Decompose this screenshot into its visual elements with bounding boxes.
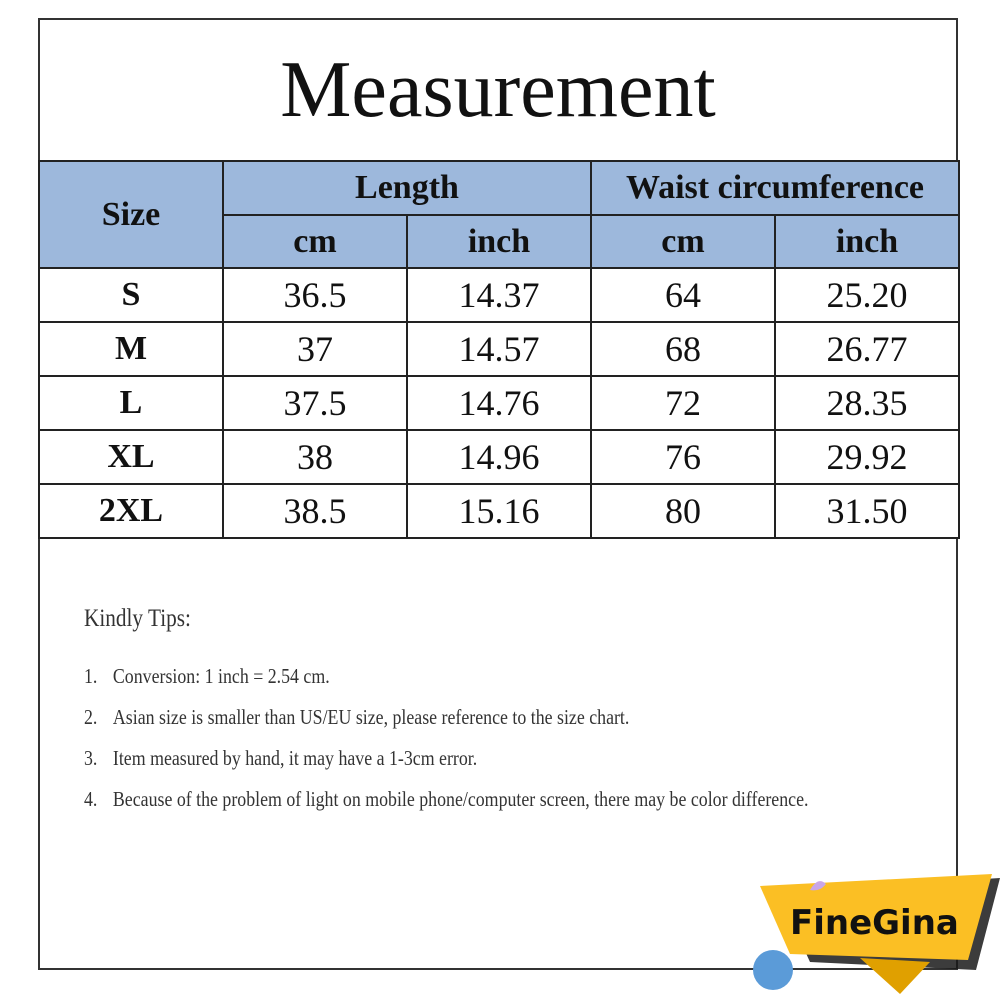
tip-text: Conversion: 1 inch = 2.54 cm. xyxy=(112,664,330,688)
tip-text: Asian size is smaller than US/EU size, p… xyxy=(112,705,630,729)
page-title: Measurement xyxy=(280,45,716,134)
unit-header: cm xyxy=(590,214,776,269)
waist-header: Waist circumference xyxy=(590,160,960,216)
value-cell: 29.92 xyxy=(774,429,960,485)
size-header: Size xyxy=(38,160,224,269)
tip-number: 1. xyxy=(84,664,98,688)
length-header: Length xyxy=(222,160,592,216)
value-cell: 15.16 xyxy=(406,483,592,539)
table-row: S 36.5 14.37 64 25.20 xyxy=(38,267,960,323)
tip-number: 2. xyxy=(84,705,98,729)
tip-item: 3. Item measured by hand, it may have a 1… xyxy=(84,745,849,772)
tip-item: 1. Conversion: 1 inch = 2.54 cm. xyxy=(84,663,849,690)
value-cell: 31.50 xyxy=(774,483,960,539)
tips-heading: Kindly Tips: xyxy=(84,605,191,632)
tip-number: 3. xyxy=(84,746,98,770)
value-cell: 14.96 xyxy=(406,429,592,485)
tip-item: 4. Because of the problem of light on mob… xyxy=(84,786,849,813)
value-cell: 37 xyxy=(222,321,408,377)
value-cell: 36.5 xyxy=(222,267,408,323)
tip-text: Because of the problem of light on mobil… xyxy=(112,787,809,811)
value-cell: 38.5 xyxy=(222,483,408,539)
value-cell: 25.20 xyxy=(774,267,960,323)
table-row: 2XL 38.5 15.16 80 31.50 xyxy=(38,483,960,539)
size-chart-frame: Measurement Size Length Waist circumfere… xyxy=(38,18,960,970)
finegina-logo: FineGina xyxy=(753,874,1000,994)
value-cell: 26.77 xyxy=(774,321,960,377)
value-cell: 72 xyxy=(590,375,776,431)
unit-header: inch xyxy=(406,214,592,269)
svg-text:FineGina: FineGina xyxy=(790,903,959,943)
value-cell: 14.37 xyxy=(406,267,592,323)
kindly-tips: Kindly Tips: 1. Conversion: 1 inch = 2.54… xyxy=(84,605,849,827)
size-cell: XL xyxy=(38,429,224,485)
size-cell: M xyxy=(38,321,224,377)
butterfly-icon xyxy=(810,881,826,891)
unit-header: cm xyxy=(222,214,408,269)
table-row: M 37 14.57 68 26.77 xyxy=(38,321,960,377)
value-cell: 68 xyxy=(590,321,776,377)
value-cell: 38 xyxy=(222,429,408,485)
tip-text: Item measured by hand, it may have a 1-3… xyxy=(112,746,478,770)
value-cell: 76 xyxy=(590,429,776,485)
value-cell: 28.35 xyxy=(774,375,960,431)
size-cell: 2XL xyxy=(38,483,224,539)
table-row: XL 38 14.96 76 29.92 xyxy=(38,429,960,485)
size-table: Size Length Waist circumference cm inch … xyxy=(38,160,960,539)
value-cell: 14.76 xyxy=(406,375,592,431)
blue-dot xyxy=(753,950,793,990)
value-cell: 37.5 xyxy=(222,375,408,431)
tip-item: 2. Asian size is smaller than US/EU size,… xyxy=(84,704,849,731)
size-cell: L xyxy=(38,375,224,431)
value-cell: 14.57 xyxy=(406,321,592,377)
value-cell: 64 xyxy=(590,267,776,323)
tip-number: 4. xyxy=(84,787,98,811)
value-cell: 80 xyxy=(590,483,776,539)
unit-header: inch xyxy=(774,214,960,269)
size-cell: S xyxy=(38,267,224,323)
table-row: L 37.5 14.76 72 28.35 xyxy=(38,375,960,431)
